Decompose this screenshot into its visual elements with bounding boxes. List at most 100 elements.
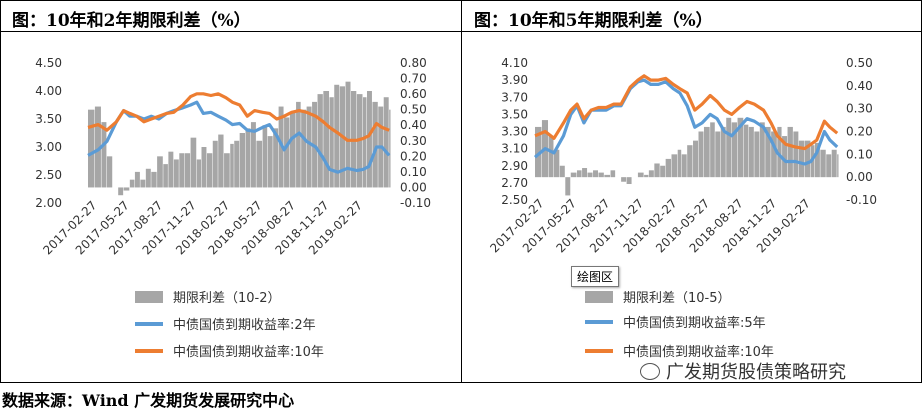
spread-bar xyxy=(654,163,660,178)
spread-bar xyxy=(118,187,124,196)
watermark-text: 广发期货股债策略研究 xyxy=(666,362,846,383)
spread-bar xyxy=(173,159,179,188)
spread-bar xyxy=(317,94,323,188)
y-left-tick-label: 4.50 xyxy=(35,56,62,70)
spread-bar xyxy=(604,174,611,178)
y-left-tick-label: 4.10 xyxy=(501,56,528,70)
y-left-tick-label: 3.30 xyxy=(501,125,528,139)
y-right-tick-label: 0.20 xyxy=(400,149,427,163)
spread-bar xyxy=(793,131,799,178)
y-right-tick-label: 0.80 xyxy=(400,56,427,70)
y-right-tick-label: -0.10 xyxy=(400,196,431,210)
spread-bar xyxy=(106,156,113,188)
legend-swatch-bar xyxy=(135,291,163,303)
spread-bar xyxy=(553,149,560,178)
spread-bar xyxy=(837,154,839,178)
spread-bar xyxy=(101,122,107,188)
y-left-tick-label: 3.10 xyxy=(501,142,528,156)
y-left-tick-label: 2.00 xyxy=(35,196,62,210)
spread-bar xyxy=(726,117,732,178)
spread-bar xyxy=(559,165,565,178)
spread-bar xyxy=(820,149,826,178)
spread-bar xyxy=(362,97,367,188)
spread-bar xyxy=(765,126,771,178)
spread-bar xyxy=(345,81,351,188)
y-right-tick-label: 0.10 xyxy=(846,147,873,161)
watermark: 广发期货股债策略研究 xyxy=(640,358,846,384)
spread-bar xyxy=(151,171,157,188)
spread-bar xyxy=(737,117,744,178)
spread-bar xyxy=(576,170,582,178)
y-right-tick-label: 0.40 xyxy=(400,118,427,132)
spread-bar xyxy=(140,179,146,188)
y-right-tick-label: 0.10 xyxy=(400,165,427,179)
spread-bar xyxy=(184,153,191,188)
plot-area-tooltip: 绘图区 xyxy=(571,266,620,287)
y-right-tick-label: 0.70 xyxy=(400,72,427,86)
spread-bar xyxy=(782,136,788,178)
spread-bar xyxy=(196,159,201,188)
legend-swatch-bar xyxy=(585,291,613,303)
spread-bar xyxy=(389,109,391,188)
spread-bar xyxy=(798,140,805,178)
spread-bar xyxy=(637,172,644,178)
y-left-tick-label: 2.90 xyxy=(501,159,528,173)
spread-bar xyxy=(234,140,240,188)
spread-bar xyxy=(804,140,811,178)
legend-label: 中债国债到期收益率:10年 xyxy=(623,344,774,360)
spread-bar xyxy=(273,128,279,188)
spread-bar xyxy=(548,136,554,178)
spread-bar xyxy=(224,153,230,188)
spread-bar xyxy=(245,128,251,188)
spread-bar xyxy=(284,117,290,188)
spread-bar xyxy=(698,131,704,178)
spread-bar xyxy=(372,101,378,188)
spread-bar xyxy=(743,124,749,178)
spread-bar xyxy=(134,171,140,188)
spread-bar xyxy=(230,143,234,188)
spread-bar xyxy=(703,126,710,178)
spread-bar xyxy=(262,125,268,188)
wechat-icon xyxy=(640,363,660,380)
spread-bar xyxy=(301,109,307,188)
y-left-tick-label: 3.50 xyxy=(35,112,62,126)
y-left-tick-label: 3.50 xyxy=(501,107,528,121)
spread-bar xyxy=(306,106,312,188)
spread-bar xyxy=(157,156,163,188)
spread-bar xyxy=(814,142,820,178)
spread-bar xyxy=(771,131,777,178)
spread-bar xyxy=(383,97,389,188)
spread-bar xyxy=(710,122,715,178)
spread-bar xyxy=(145,168,151,188)
y-left-tick-label: 2.50 xyxy=(35,168,62,182)
legend-label: 期限利差（10-5） xyxy=(623,291,731,306)
legend-label: 中债国债到期收益率:10年 xyxy=(173,344,324,360)
spread-bar xyxy=(593,170,599,178)
y-right-tick-label: -0.10 xyxy=(846,193,877,207)
spread-bar xyxy=(587,172,593,178)
spread-bar xyxy=(179,153,185,188)
spread-bar xyxy=(826,154,832,178)
spread-bar xyxy=(256,140,263,188)
spread-bar xyxy=(621,177,627,182)
spread-bar xyxy=(777,126,782,178)
spread-bar xyxy=(201,147,207,188)
spread-bar xyxy=(323,91,330,188)
y-right-tick-label: 0.30 xyxy=(400,134,427,148)
source-footer: 数据来源：Wind 广发期货发展研究中心 xyxy=(2,391,295,410)
spread-bar xyxy=(671,154,678,178)
chart-1: 2.00 2.50 3.00 3.50 4.00 4.50 -0.10 0.000.10 0.2… xyxy=(35,56,431,360)
spread-bar xyxy=(168,151,174,188)
y-right-tick-label: 0.60 xyxy=(400,87,427,101)
spread-bar xyxy=(267,136,273,188)
spread-bar xyxy=(582,168,588,178)
spread-bar xyxy=(748,126,754,178)
spread-bar xyxy=(163,164,168,188)
spread-bar xyxy=(366,91,372,188)
spread-bar xyxy=(190,137,197,188)
y-right-tick-label: 0.30 xyxy=(846,102,873,116)
spread-bar xyxy=(598,172,604,178)
yield-10y-line xyxy=(534,74,839,151)
spread-bar xyxy=(831,149,837,178)
